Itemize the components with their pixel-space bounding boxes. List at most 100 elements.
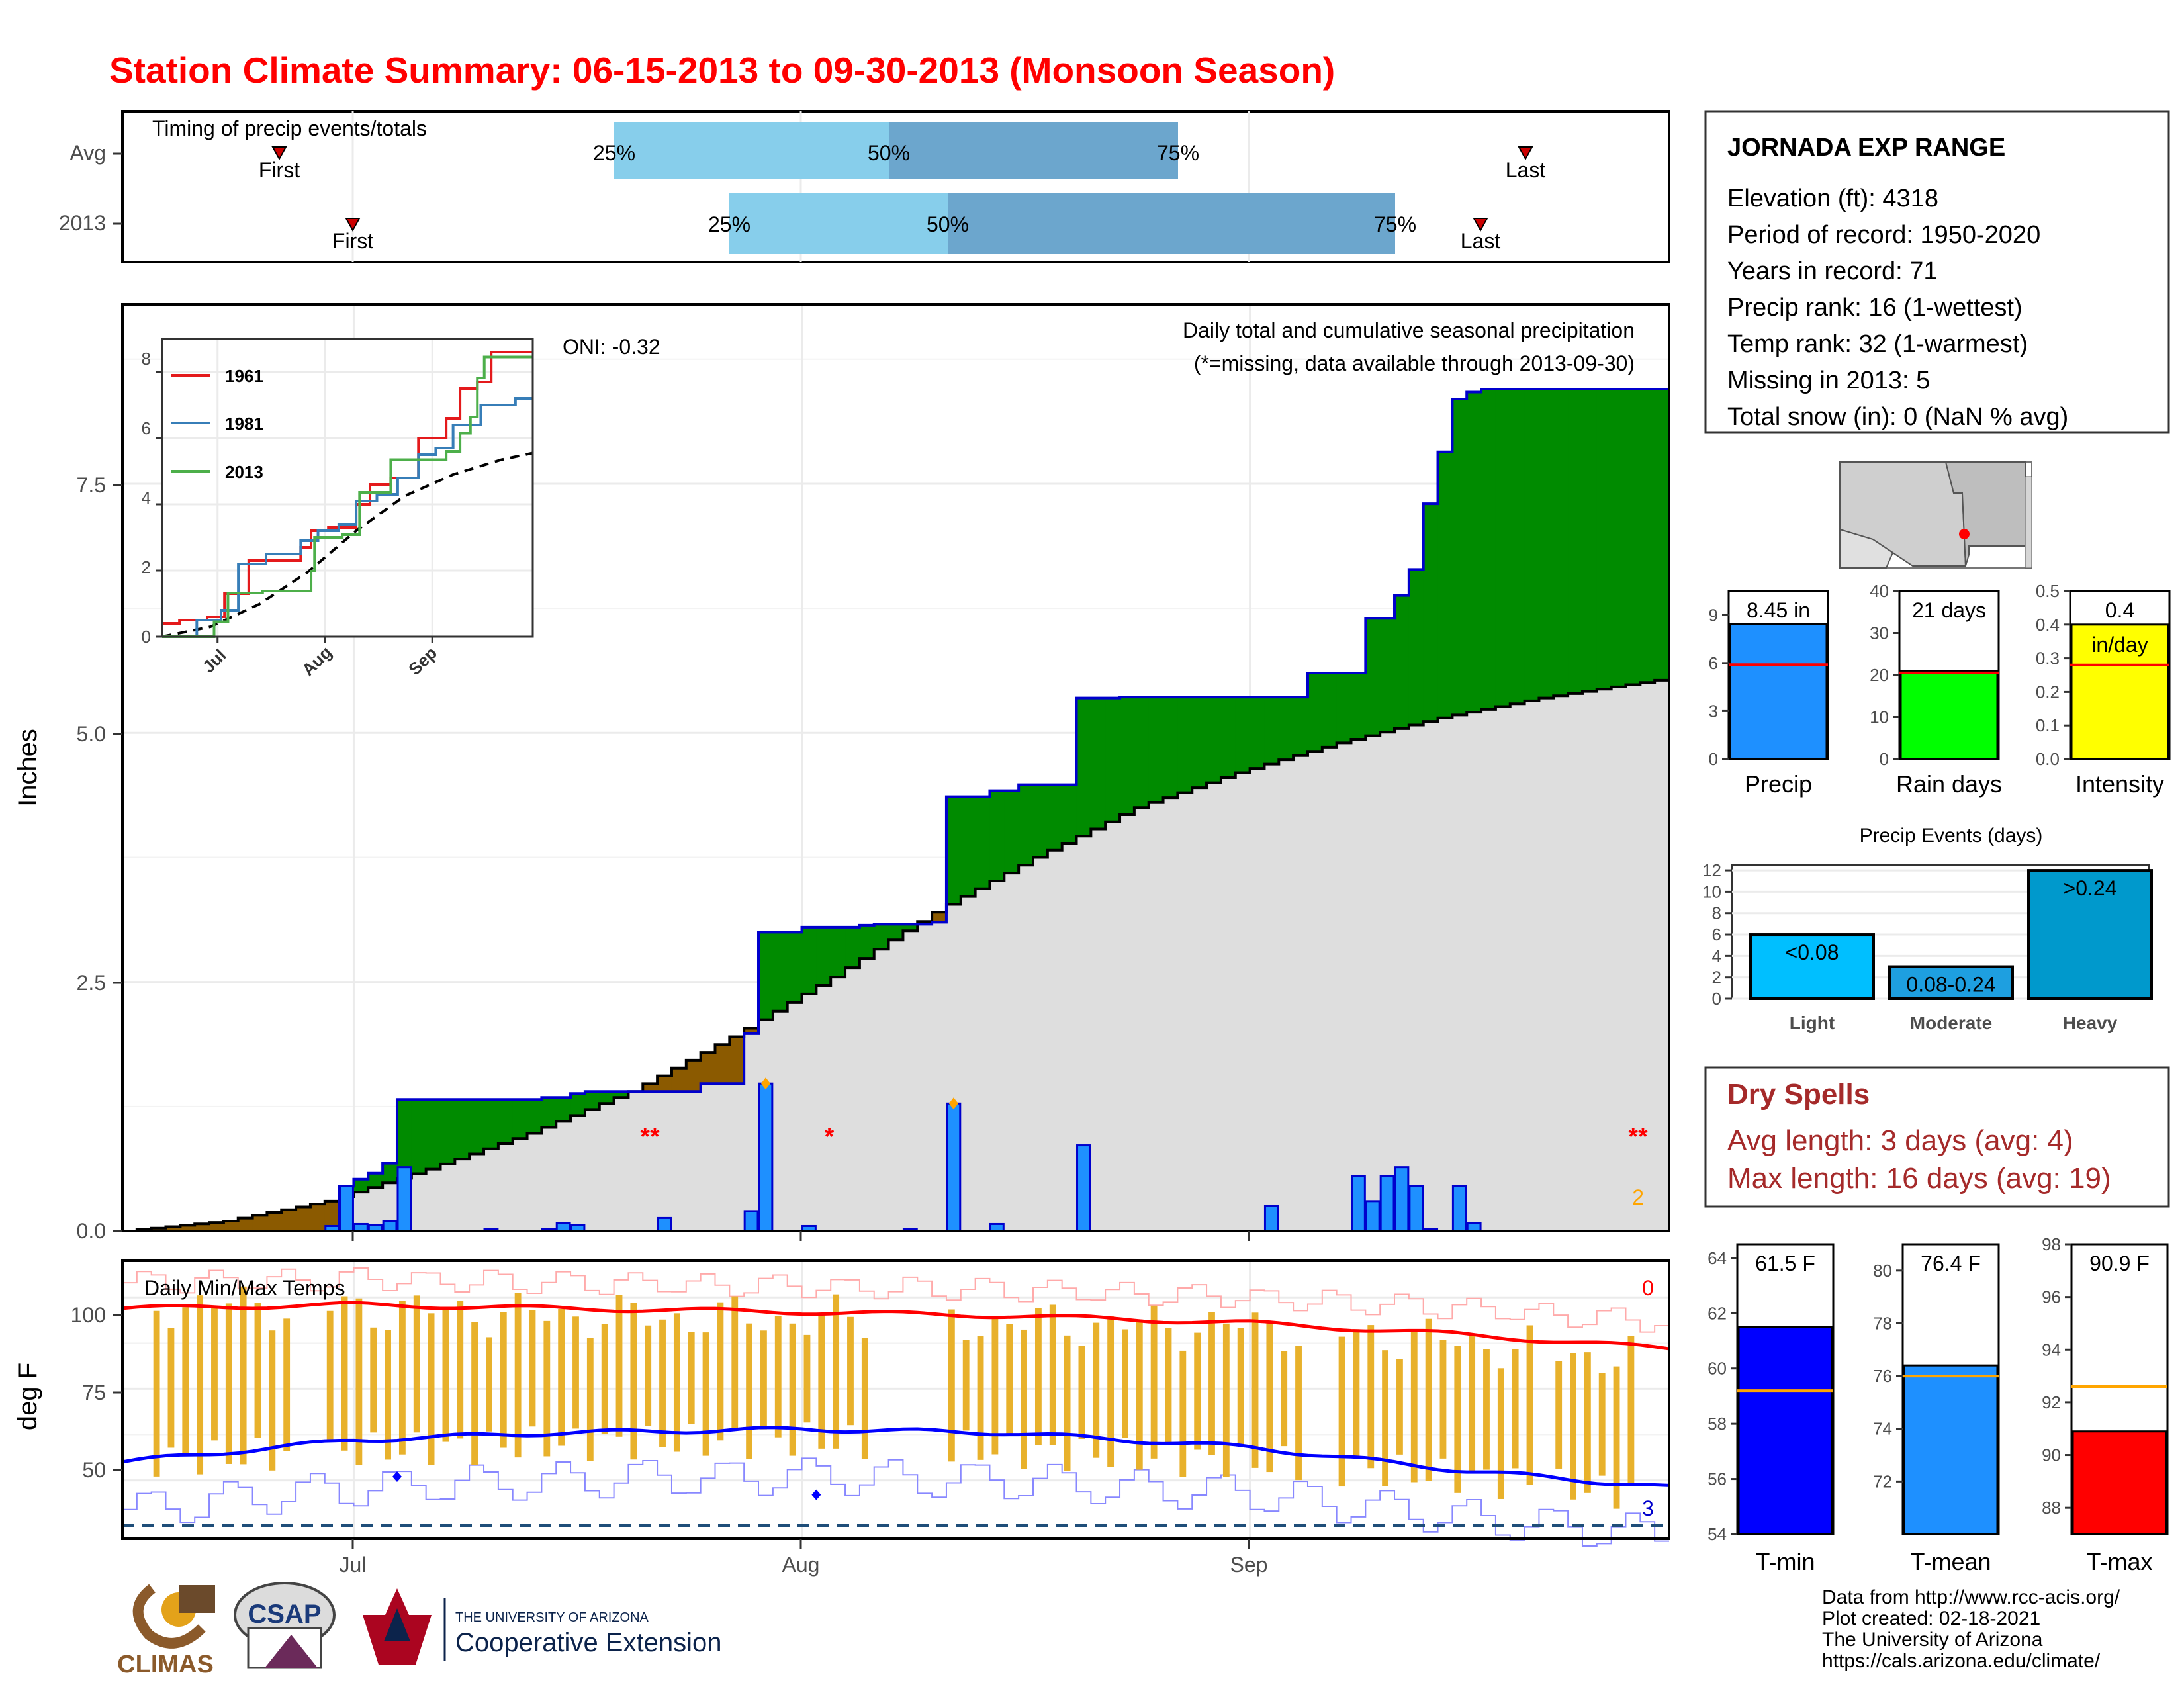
svg-text:64: 64: [1707, 1248, 1727, 1268]
minibar-1-value-label: 21 days: [1912, 598, 1986, 622]
csap-wordmark: CSAP: [248, 1600, 321, 1629]
temp-count-hot: 0: [1642, 1276, 1654, 1300]
minibar-2-value-label2: in/day: [2091, 633, 2148, 657]
temp-ytick-100: 100: [71, 1303, 106, 1327]
precip-anomaly-segment: [744, 1028, 759, 1034]
precip-anomaly-segment: [1293, 697, 1308, 756]
precip-anomaly-segment: [1120, 697, 1135, 815]
daily-precip-bar: [396, 1166, 412, 1232]
svg-text:56: 56: [1707, 1469, 1727, 1489]
svg-text:0: 0: [1709, 749, 1718, 769]
precip-anomaly-segment: [238, 1218, 253, 1231]
legend-2013: 2013: [225, 462, 263, 482]
daily-temp-range-bar: [1627, 1336, 1635, 1484]
event-bar-label-1: 0.08-0.24: [1906, 973, 1995, 997]
precip-anomaly-segment: [1365, 618, 1381, 736]
precip-anomaly-segment: [1582, 388, 1598, 692]
y2013-first-marker: [345, 218, 361, 232]
heavy-event-marker: [760, 1077, 770, 1090]
tmin-record-step: [122, 1457, 1669, 1547]
daily-temp-range-bar: [355, 1298, 363, 1465]
daily-temp-range-bar: [1179, 1350, 1187, 1477]
svg-text:96: 96: [2042, 1287, 2061, 1307]
daily-temp-range-bar: [1295, 1346, 1302, 1481]
daily-temp-range-bar: [702, 1332, 709, 1456]
daily-precip-bar: [946, 1102, 962, 1232]
precip-anomaly-segment: [1105, 698, 1120, 822]
daily-temp-range-bar: [1222, 1323, 1230, 1477]
precip-anomaly-segment: [1467, 392, 1482, 713]
precip-anomaly-segment: [1307, 672, 1323, 752]
daily-temp-range-bar: [1353, 1329, 1360, 1457]
daily-precip-bar: [657, 1216, 672, 1232]
dry-spells-avg: Avg length: 3 days (avg: 4): [1727, 1124, 2073, 1157]
precip-ytick-0: 0.0: [77, 1219, 106, 1243]
daily-temp-range-bar: [948, 1309, 955, 1462]
event-bar-label-2: >0.24: [2064, 876, 2117, 900]
precip-anomaly-segment: [1019, 784, 1034, 866]
daily-temp-range-bar: [601, 1324, 608, 1435]
precip-anomaly-segment: [1250, 697, 1265, 769]
daily-temp-range-bar: [1064, 1335, 1071, 1471]
svg-text:40: 40: [1870, 581, 1889, 601]
temp-bar-0-value: [1737, 1326, 1833, 1535]
precip-anomaly-segment: [1423, 504, 1439, 722]
y2013-first-label: First: [332, 229, 373, 253]
timing-label: Timing of precip events/totals: [152, 116, 427, 140]
dry-spells-max: Max length: 16 days (avg: 19): [1727, 1162, 2111, 1195]
minibar-1-value: [1899, 670, 1999, 760]
min-temp-record-marker: [811, 1489, 821, 1500]
precip-anomaly-segment: [556, 1097, 571, 1122]
daily-temp-range-bar: [398, 1301, 406, 1455]
svg-text:88: 88: [2042, 1498, 2061, 1518]
precip-header: Daily total and cumulative seasonal prec…: [1183, 318, 1635, 342]
precip-anomaly-segment: [1192, 697, 1207, 788]
daily-temp-range-bar: [1136, 1319, 1143, 1470]
timing-row-avg: Avg: [69, 141, 106, 165]
daily-temp-range-bar: [240, 1286, 247, 1465]
precip-anomaly-segment: [1539, 388, 1554, 698]
precip-anomaly-segment: [1408, 569, 1424, 725]
xtick-sep: Sep: [1230, 1553, 1268, 1577]
min-temp-record-marker: [392, 1471, 402, 1483]
avg-last-label: Last: [1506, 158, 1546, 182]
legend-1981: 1981: [225, 414, 263, 434]
temp-label: Daily Min/Max Temps: [144, 1276, 345, 1300]
daily-temp-range-bar: [1165, 1328, 1172, 1444]
daily-temp-range-bar: [225, 1303, 232, 1464]
precip-anomaly-segment: [223, 1220, 239, 1231]
precip-anomaly-segment: [1568, 388, 1583, 694]
inset-ytick-8: 8: [142, 349, 151, 369]
daily-temp-range-bar: [717, 1302, 724, 1441]
station-line-2: Period of record: 1950-2020: [1727, 221, 2040, 249]
precip-anomaly-segment: [1206, 697, 1222, 783]
daily-precip-bar: [1379, 1175, 1395, 1232]
legend-1961: 1961: [225, 366, 263, 386]
precip-events-chart: Precip Events (days) <0.08 0.08-0.24 >0.24…: [1702, 825, 2153, 1033]
svg-text:76: 76: [1873, 1366, 1892, 1386]
daily-temp-range-bar: [1469, 1335, 1476, 1473]
station-line-3: Years in record: 71: [1727, 257, 1938, 285]
climas-logo: CLIMAS: [117, 1584, 215, 1678]
precip-anomaly-segment: [671, 1068, 687, 1092]
avg-last-marker: [1518, 146, 1533, 161]
precip-anomaly-segment: [1437, 451, 1453, 718]
inset-ytick-2: 2: [142, 557, 151, 577]
inset-ytick-6: 6: [142, 418, 151, 438]
tmax-normal-line: [122, 1301, 1670, 1351]
svg-text:0.3: 0.3: [2036, 649, 2060, 668]
daily-temp-range-bar: [1266, 1322, 1273, 1473]
inset-legend: 1961 1981 2013: [171, 366, 263, 482]
precip-anomaly-segment: [252, 1215, 268, 1231]
svg-text:0.2: 0.2: [2036, 682, 2060, 702]
inset-chart: 1961 1981 2013 0 2 4 6 8 Jul Aug Sep: [142, 338, 534, 680]
precip-anomaly-segment: [426, 1099, 441, 1169]
precip-anomaly-segment: [1163, 697, 1179, 798]
precip-anomaly-segment: [960, 796, 976, 897]
svg-text:30: 30: [1870, 623, 1889, 643]
precip-anomaly-segment: [700, 1052, 716, 1084]
daily-temp-range-bar: [1483, 1349, 1490, 1470]
svg-text:20: 20: [1870, 665, 1889, 685]
avg-first-marker: [271, 146, 287, 161]
station-info-box: JORNADA EXP RANGE Elevation (ft): 4318 P…: [1704, 110, 2170, 434]
